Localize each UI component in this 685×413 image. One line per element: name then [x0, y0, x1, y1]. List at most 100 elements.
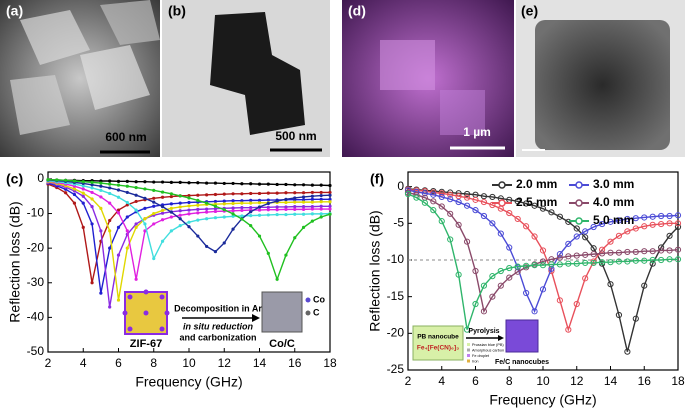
- data-point: [447, 191, 454, 198]
- data-point: [666, 220, 673, 227]
- data-point: [178, 205, 182, 209]
- data-point: [489, 273, 496, 280]
- data-point: [582, 259, 589, 267]
- data-point: [615, 249, 623, 256]
- data-point: [169, 192, 173, 196]
- data-point: [328, 207, 332, 211]
- data-point: [607, 218, 614, 225]
- data-point: [489, 293, 496, 300]
- inset-atom: [164, 310, 170, 316]
- inset-atom: [127, 294, 133, 300]
- data-point: [81, 191, 85, 195]
- data-point: [134, 193, 138, 197]
- data-point: [143, 217, 147, 221]
- data-point: [257, 198, 262, 202]
- data-point: [658, 256, 665, 264]
- data-point: [641, 223, 648, 230]
- x-tick-label: 12: [218, 356, 232, 370]
- data-point: [328, 183, 332, 188]
- data-point: [266, 213, 270, 217]
- data-point: [649, 221, 656, 228]
- data-point: [125, 229, 129, 233]
- data-point: [257, 201, 262, 205]
- data-point: [438, 190, 445, 197]
- data-point: [598, 259, 606, 266]
- data-point: [582, 234, 589, 241]
- data-point: [438, 193, 445, 201]
- data-point: [514, 215, 521, 223]
- data-point: [222, 241, 226, 245]
- data-point: [196, 193, 200, 197]
- y-tick-label: -30: [27, 275, 45, 289]
- data-point: [249, 182, 253, 186]
- data-point: [666, 212, 673, 220]
- data-point: [72, 192, 77, 197]
- data-point: [90, 180, 94, 184]
- data-point: [213, 204, 218, 208]
- data-point: [284, 207, 288, 211]
- data-point: [178, 209, 182, 213]
- data-point: [46, 178, 50, 182]
- data-point: [108, 246, 112, 250]
- data-point: [160, 190, 165, 194]
- data-point: [187, 181, 191, 185]
- data-point: [266, 251, 270, 255]
- data-point: [249, 224, 253, 228]
- data-point: [240, 217, 244, 221]
- data-point: [187, 208, 191, 212]
- data-point: [293, 183, 297, 187]
- data-point: [81, 187, 85, 191]
- data-point: [196, 203, 200, 207]
- data-point: [624, 248, 631, 256]
- data-point: [328, 200, 332, 204]
- x-tick-label: 16: [638, 374, 652, 388]
- data-point: [573, 252, 580, 259]
- data-point: [160, 205, 165, 209]
- data-point: [658, 220, 665, 228]
- data-point: [143, 206, 147, 210]
- micrograph-a: (a) 600 nm: [0, 0, 160, 157]
- inset-legend-swatch: [467, 348, 470, 352]
- data-point: [463, 238, 471, 245]
- data-point: [108, 186, 112, 190]
- data-point: [641, 282, 648, 289]
- data-point: [275, 191, 279, 195]
- y-tick-label: -40: [27, 310, 45, 324]
- data-point: [463, 194, 471, 201]
- y-tick-label: -10: [387, 252, 405, 266]
- data-point: [674, 220, 682, 227]
- data-point: [531, 202, 538, 209]
- y-tick-label: -5: [393, 216, 404, 230]
- data-point: [531, 233, 538, 240]
- data-point: [301, 191, 306, 195]
- x-tick-label: 6: [472, 374, 479, 388]
- micrograph-d: (d) 1 µm: [342, 0, 514, 157]
- legend-label: 2.5 mm: [516, 195, 557, 209]
- inset-cube: [505, 319, 539, 353]
- data-point: [116, 253, 121, 257]
- data-point: [455, 271, 462, 278]
- data-point: [328, 204, 332, 208]
- data-point: [632, 315, 639, 322]
- data-point: [196, 234, 200, 238]
- data-point: [556, 251, 563, 258]
- data-point: [116, 195, 121, 199]
- data-point: [539, 258, 547, 265]
- data-point: [152, 180, 156, 184]
- data-point: [196, 218, 200, 222]
- data-point: [598, 250, 606, 257]
- inset-arrowhead: [252, 314, 260, 322]
- inset-legend-dot: [305, 297, 311, 303]
- data-point: [213, 192, 218, 197]
- data-point: [523, 262, 530, 269]
- data-point: [674, 256, 682, 263]
- data-point: [548, 209, 555, 216]
- data-point: [590, 251, 597, 258]
- data-point: [649, 260, 656, 267]
- data-point: [55, 178, 59, 182]
- data-point: [319, 183, 323, 187]
- data-point: [116, 298, 121, 302]
- data-point: [160, 208, 165, 213]
- data-point: [455, 198, 462, 206]
- legend-marker: [575, 181, 583, 189]
